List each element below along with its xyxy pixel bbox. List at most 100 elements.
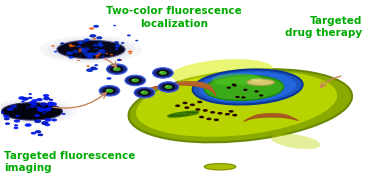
Circle shape [82, 51, 88, 54]
Circle shape [229, 110, 234, 113]
Circle shape [214, 119, 219, 121]
Circle shape [129, 53, 132, 54]
Circle shape [96, 36, 102, 39]
Circle shape [73, 50, 79, 53]
Ellipse shape [204, 75, 284, 101]
Circle shape [22, 98, 27, 100]
Circle shape [38, 107, 41, 108]
Circle shape [98, 53, 101, 55]
Circle shape [159, 71, 167, 75]
Circle shape [255, 90, 259, 92]
Ellipse shape [204, 164, 236, 170]
Circle shape [30, 105, 35, 108]
Circle shape [15, 115, 20, 117]
Circle shape [175, 105, 180, 107]
Circle shape [141, 91, 144, 93]
Circle shape [199, 116, 204, 118]
Circle shape [5, 122, 10, 125]
Circle shape [107, 77, 111, 80]
Circle shape [69, 45, 74, 47]
Circle shape [34, 119, 41, 123]
Circle shape [95, 57, 98, 59]
Circle shape [76, 45, 81, 48]
Circle shape [113, 25, 116, 26]
Circle shape [206, 118, 212, 120]
Circle shape [93, 44, 98, 46]
Circle shape [25, 123, 31, 127]
Circle shape [38, 133, 43, 136]
Circle shape [128, 50, 132, 53]
Circle shape [78, 51, 81, 52]
Circle shape [120, 59, 122, 60]
Circle shape [218, 112, 223, 115]
Ellipse shape [0, 101, 67, 121]
Circle shape [103, 87, 116, 94]
Circle shape [226, 87, 231, 89]
Circle shape [128, 77, 142, 84]
Circle shape [21, 97, 28, 101]
Circle shape [29, 101, 37, 105]
Circle shape [49, 102, 57, 106]
Circle shape [203, 109, 208, 112]
Ellipse shape [193, 70, 303, 105]
Circle shape [66, 52, 73, 55]
Ellipse shape [52, 39, 130, 60]
Circle shape [93, 25, 99, 28]
Circle shape [182, 102, 188, 104]
Circle shape [184, 106, 189, 109]
Circle shape [152, 68, 173, 78]
Circle shape [115, 45, 120, 47]
Circle shape [131, 78, 139, 82]
Ellipse shape [172, 112, 194, 116]
Circle shape [77, 60, 80, 61]
Ellipse shape [0, 98, 78, 124]
Circle shape [162, 84, 175, 90]
Ellipse shape [1, 103, 63, 120]
Circle shape [105, 53, 108, 54]
Circle shape [97, 42, 102, 44]
Circle shape [87, 65, 90, 67]
Circle shape [43, 94, 49, 97]
Circle shape [195, 108, 201, 111]
Circle shape [95, 48, 98, 49]
Circle shape [14, 124, 18, 126]
Circle shape [101, 56, 105, 57]
Circle shape [232, 84, 236, 86]
Circle shape [197, 101, 202, 103]
Circle shape [26, 107, 30, 108]
Ellipse shape [271, 134, 320, 149]
Circle shape [14, 127, 18, 129]
Circle shape [165, 85, 168, 87]
Circle shape [44, 123, 50, 126]
Ellipse shape [47, 37, 135, 62]
Ellipse shape [212, 73, 262, 86]
Circle shape [106, 89, 110, 91]
Circle shape [90, 67, 96, 70]
Ellipse shape [171, 59, 273, 85]
Circle shape [28, 93, 32, 95]
Circle shape [160, 71, 163, 73]
Circle shape [87, 53, 90, 54]
Circle shape [84, 53, 89, 56]
Circle shape [43, 97, 50, 100]
Circle shape [31, 99, 38, 102]
Circle shape [14, 119, 20, 122]
Circle shape [68, 56, 74, 59]
Circle shape [34, 114, 40, 117]
Circle shape [232, 114, 237, 116]
Circle shape [41, 121, 48, 125]
Circle shape [98, 44, 104, 47]
Circle shape [110, 66, 124, 73]
Text: Two-color fluorescence
localization: Two-color fluorescence localization [106, 6, 242, 29]
Circle shape [235, 96, 240, 98]
Circle shape [92, 67, 98, 70]
Circle shape [35, 130, 41, 133]
Circle shape [87, 53, 92, 56]
Circle shape [107, 64, 127, 74]
Circle shape [97, 52, 101, 54]
Circle shape [83, 47, 90, 50]
Circle shape [31, 132, 36, 135]
Circle shape [43, 108, 51, 112]
Circle shape [62, 113, 65, 115]
Circle shape [156, 70, 169, 76]
